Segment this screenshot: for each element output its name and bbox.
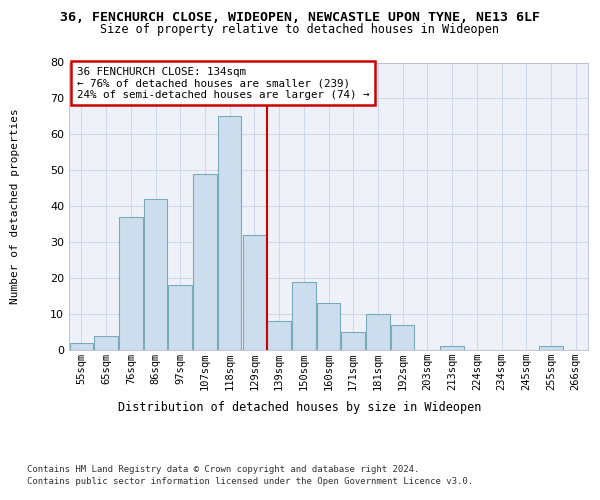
- Bar: [193, 174, 217, 350]
- Bar: [242, 235, 266, 350]
- Bar: [218, 116, 241, 350]
- Bar: [119, 217, 143, 350]
- Text: Contains HM Land Registry data © Crown copyright and database right 2024.: Contains HM Land Registry data © Crown c…: [27, 466, 419, 474]
- Bar: [70, 343, 93, 350]
- Bar: [144, 199, 167, 350]
- Text: Size of property relative to detached houses in Wideopen: Size of property relative to detached ho…: [101, 24, 499, 36]
- Text: Distribution of detached houses by size in Wideopen: Distribution of detached houses by size …: [118, 401, 482, 414]
- Bar: [94, 336, 118, 350]
- Bar: [440, 346, 464, 350]
- Y-axis label: Number of detached properties: Number of detached properties: [10, 108, 20, 304]
- Bar: [292, 282, 316, 350]
- Bar: [268, 322, 291, 350]
- Text: 36 FENCHURCH CLOSE: 134sqm
← 76% of detached houses are smaller (239)
24% of sem: 36 FENCHURCH CLOSE: 134sqm ← 76% of deta…: [77, 67, 369, 100]
- Bar: [366, 314, 389, 350]
- Bar: [317, 304, 340, 350]
- Bar: [341, 332, 365, 350]
- Bar: [391, 325, 415, 350]
- Bar: [539, 346, 563, 350]
- Text: Contains public sector information licensed under the Open Government Licence v3: Contains public sector information licen…: [27, 476, 473, 486]
- Text: 36, FENCHURCH CLOSE, WIDEOPEN, NEWCASTLE UPON TYNE, NE13 6LF: 36, FENCHURCH CLOSE, WIDEOPEN, NEWCASTLE…: [60, 11, 540, 24]
- Bar: [169, 286, 192, 350]
